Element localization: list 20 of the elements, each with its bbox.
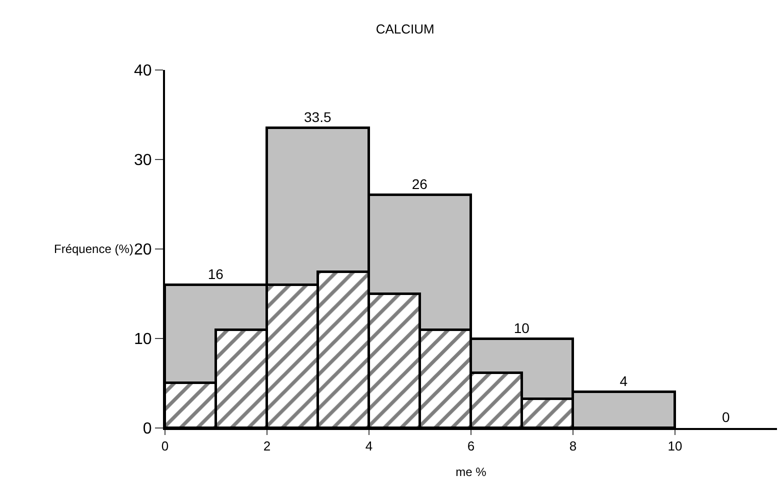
y-axis-title: Fréquence (%) bbox=[54, 242, 134, 256]
x-tick-label: 10 bbox=[668, 438, 682, 454]
x-tick-label: 4 bbox=[365, 438, 373, 454]
data-label: 0 bbox=[722, 409, 730, 425]
chart-title: CALCIUM bbox=[376, 22, 434, 36]
data-label: 16 bbox=[208, 266, 224, 282]
x-axis-title: me % bbox=[456, 465, 487, 479]
data-label: 4 bbox=[620, 372, 628, 389]
y-tick-label: 30 bbox=[134, 152, 152, 170]
data-label: 10 bbox=[514, 320, 530, 336]
data-label: 26 bbox=[412, 176, 428, 192]
y-tick-label: 20 bbox=[134, 242, 152, 259]
y-tick-label: 40 bbox=[134, 62, 152, 80]
x-tick-label: 8 bbox=[569, 438, 577, 454]
data-label: 33.5 bbox=[304, 108, 332, 125]
y-tick-label: 10 bbox=[134, 331, 152, 348]
y-tick-label: 0 bbox=[142, 420, 152, 438]
x-tick-label: 6 bbox=[467, 438, 475, 454]
x-tick-label: 2 bbox=[263, 438, 271, 454]
x-tick-label: 0 bbox=[161, 438, 169, 454]
